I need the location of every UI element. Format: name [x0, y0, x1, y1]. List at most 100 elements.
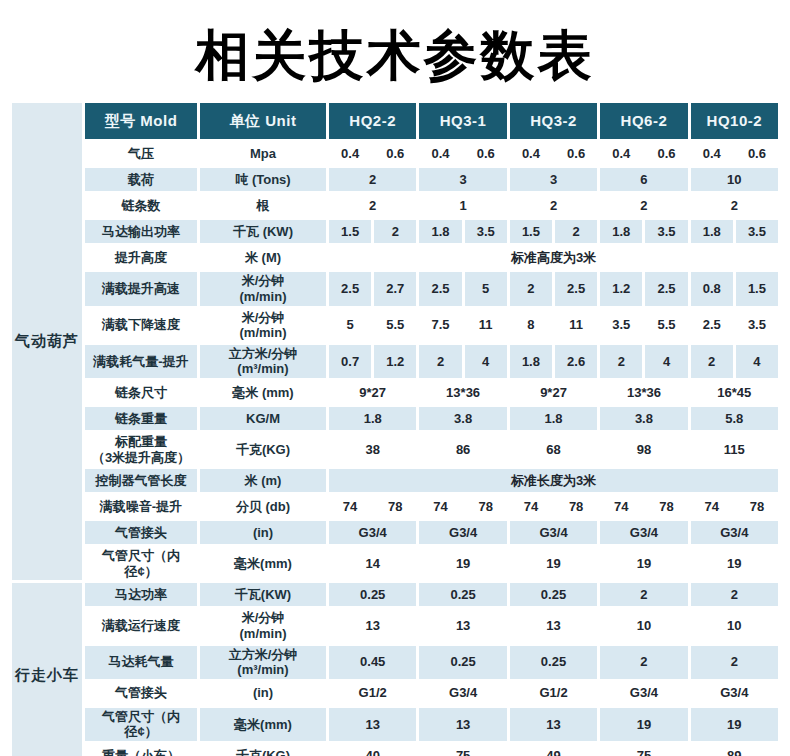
value-cell: 2.6: [555, 345, 597, 378]
value-cell: 13: [329, 708, 416, 741]
page: 相关技术参数表 气动葫芦 行走小车 型号 Mold 单位 Unit HQ2-2 …: [0, 0, 790, 756]
row-unit: 千瓦 (KW): [200, 220, 326, 243]
value-cell: 5: [465, 272, 507, 305]
row-values: 1419191919: [329, 547, 778, 580]
row-values: 0.40.60.40.60.40.60.40.60.40.6: [329, 142, 778, 165]
value-cell: G3/4: [600, 682, 687, 705]
value-cell: 1.5: [736, 272, 778, 305]
value-cell: 11: [555, 309, 597, 342]
row-unit: 吨 (Tons): [200, 168, 326, 191]
model-subgroup: 1.22.5: [600, 272, 687, 305]
value-cell: 86: [419, 433, 506, 466]
row-values: 标准高度为3米: [329, 246, 778, 269]
value-cell: 3: [510, 168, 597, 191]
value-cell: 9*27: [329, 381, 416, 404]
value-cell: 3.5: [645, 220, 687, 243]
row-unit: 根: [200, 194, 326, 217]
row-unit: 米 (m): [200, 469, 326, 492]
table-row: 链条重量 KG/M 1.83.81.83.85.8: [85, 407, 778, 430]
value-cell: 38: [329, 433, 416, 466]
value-cell: 2: [600, 583, 687, 606]
value-cell: 13: [510, 609, 597, 642]
value-cell: 75: [419, 744, 506, 756]
value-cell: 10: [691, 609, 778, 642]
value-cell: 0.4: [600, 142, 642, 165]
row-values: G3/4G3/4G3/4G3/4G3/4: [329, 521, 778, 544]
row-unit: 毫米(mm): [200, 708, 326, 741]
value-cell: 13: [329, 609, 416, 642]
value-cell: 2: [600, 345, 642, 378]
row-values: 21222: [329, 194, 778, 217]
value-cell: 75: [600, 744, 687, 756]
row-label: 气管尺寸（内径¢）: [85, 547, 197, 580]
value-cell: 0.25: [329, 583, 416, 606]
row-label: 气压: [85, 142, 197, 165]
value-cell: 2: [510, 194, 597, 217]
section-label-travel-trolley: 行走小车: [12, 583, 82, 756]
value-cell: 13: [419, 708, 506, 741]
model-subgroup: 55.5: [329, 309, 416, 342]
row-values: 74787478747874787478: [329, 495, 778, 518]
row-label: 标配重量 （3米提升高度）: [85, 433, 197, 466]
value-cell: 2.7: [374, 272, 416, 305]
model-subgroup: 2.55: [419, 272, 506, 305]
value-cell: 3.5: [600, 309, 642, 342]
row-unit: 毫米(mm): [200, 547, 326, 580]
model-subgroup: 2.53.5: [691, 309, 778, 342]
value-cell: 2: [600, 646, 687, 679]
value-cell: 78: [465, 495, 507, 518]
value-cell: 2.5: [555, 272, 597, 305]
value-cell: 2.5: [691, 309, 733, 342]
value-cell: 13: [419, 609, 506, 642]
value-cell: 3: [419, 168, 506, 191]
row-values: 55.57.5118113.55.52.53.5: [329, 309, 778, 342]
value-cell: 115: [691, 433, 778, 466]
row-values: 2.52.72.5522.51.22.50.81.5: [329, 272, 778, 305]
row-values: 1313131010: [329, 609, 778, 642]
value-cell: 2: [555, 220, 597, 243]
value-cell: 6: [600, 168, 687, 191]
row-label: 链条数: [85, 194, 197, 217]
model-subgroup: 0.40.6: [600, 142, 687, 165]
row-unit: KG/M: [200, 407, 326, 430]
model-subgroup: 1.52: [329, 220, 416, 243]
value-cell: 1.8: [691, 220, 733, 243]
header-model-cell: HQ3-1: [419, 103, 506, 139]
value-cell: 1.8: [510, 345, 552, 378]
value-cell: 2: [419, 345, 461, 378]
value-cell: 3.5: [736, 309, 778, 342]
value-cell: 2.5: [419, 272, 461, 305]
row-label: 控制器气管长度: [85, 469, 197, 492]
table-row: 提升高度 米 (M) 标准高度为3米: [85, 246, 778, 269]
table-row: 气管尺寸（内径¢） 毫米(mm) 1419191919: [85, 547, 778, 580]
value-cell: 1.8: [419, 220, 461, 243]
value-cell: 1.2: [600, 272, 642, 305]
row-unit: 米/分钟 (m/min): [200, 272, 326, 305]
value-cell: 3.5: [465, 220, 507, 243]
row-label: 马达输出功率: [85, 220, 197, 243]
value-cell: 0.6: [465, 142, 507, 165]
model-subgroup: 7478: [691, 495, 778, 518]
table-row: 马达耗气量 立方米/分钟 (m³/min) 0.450.250.2522: [85, 646, 778, 679]
row-label: 气管接头: [85, 521, 197, 544]
row-unit: (in): [200, 682, 326, 705]
value-cell: 19: [510, 547, 597, 580]
row-label: 载荷: [85, 168, 197, 191]
row-unit: 千瓦(KW): [200, 583, 326, 606]
row-values: 233610: [329, 168, 778, 191]
value-cell: 19: [419, 547, 506, 580]
table-row: 满载运行速度 米/分钟 (m/min) 1313131010: [85, 609, 778, 642]
value-cell: 1.8: [510, 407, 597, 430]
model-subgroup: 0.71.2: [329, 345, 416, 378]
value-cell: 0.6: [645, 142, 687, 165]
value-cell: 0.4: [329, 142, 371, 165]
row-label: 马达功率: [85, 583, 197, 606]
table-row: 马达输出功率 千瓦 (KW) 1.521.83.51.521.83.51.83.…: [85, 220, 778, 243]
table-row: 满载提升高速 米/分钟 (m/min) 2.52.72.5522.51.22.5…: [85, 272, 778, 305]
row-label: 气管尺寸（内径¢）: [85, 708, 197, 741]
row-values: 1.83.81.83.85.8: [329, 407, 778, 430]
row-label: 重量（小车）: [85, 744, 197, 756]
row-label: 马达耗气量: [85, 646, 197, 679]
row-values: 1.521.83.51.521.83.51.83.5: [329, 220, 778, 243]
value-cell: 19: [691, 708, 778, 741]
